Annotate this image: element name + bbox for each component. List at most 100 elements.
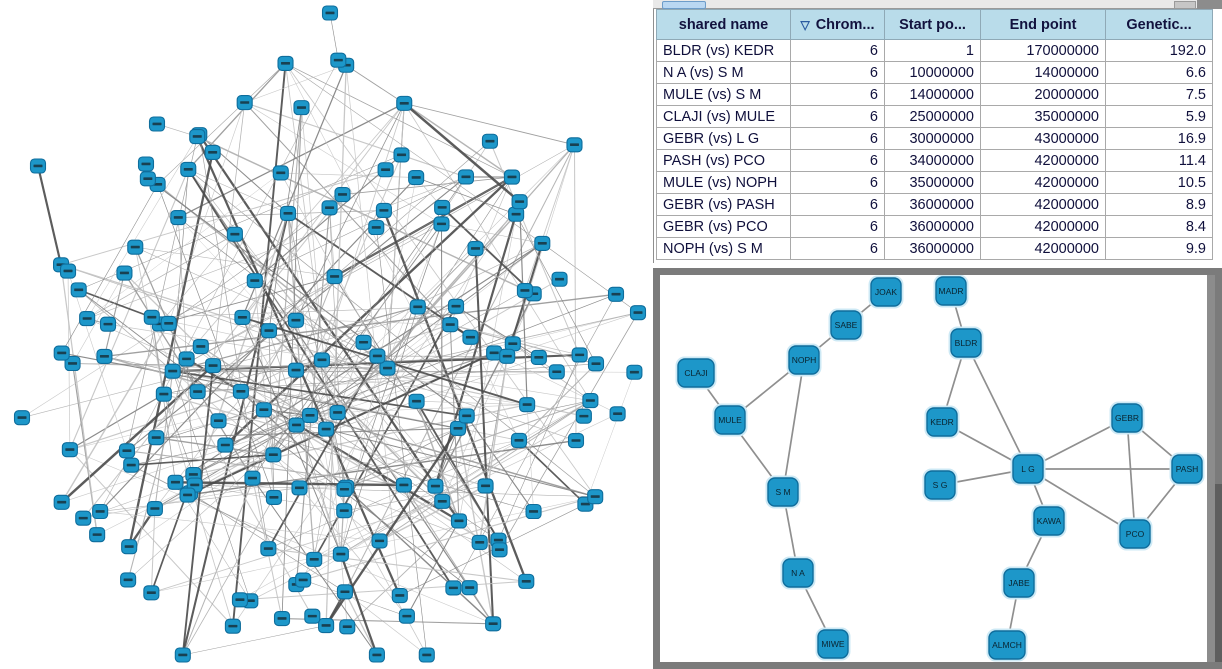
column-header[interactable]: shared name xyxy=(656,9,791,40)
node-shape[interactable] xyxy=(782,558,814,588)
network-node[interactable]: PASH xyxy=(1169,452,1205,486)
network-node[interactable] xyxy=(148,430,165,446)
network-node[interactable] xyxy=(457,169,475,185)
network-node[interactable] xyxy=(477,478,494,494)
node-shape[interactable] xyxy=(926,407,958,437)
network-node[interactable] xyxy=(143,309,160,325)
network-node[interactable] xyxy=(530,349,547,366)
network-node[interactable] xyxy=(167,474,184,490)
node-shape[interactable] xyxy=(935,276,967,306)
network-node[interactable] xyxy=(178,351,195,367)
network-node[interactable]: NOPH xyxy=(786,343,822,377)
network-node[interactable] xyxy=(123,457,140,473)
network-node[interactable] xyxy=(339,619,356,635)
network-node[interactable]: KAWA xyxy=(1031,504,1067,538)
network-node[interactable] xyxy=(329,404,346,421)
network-node[interactable] xyxy=(155,386,172,402)
network-node[interactable] xyxy=(121,539,138,555)
network-node[interactable]: ALMCH xyxy=(986,628,1028,662)
network-node[interactable] xyxy=(450,513,468,529)
network-node[interactable] xyxy=(511,194,528,210)
network-node[interactable] xyxy=(174,647,191,663)
network-node[interactable] xyxy=(510,432,528,448)
network-node[interactable] xyxy=(575,408,592,424)
table-row[interactable]: CLAJI (vs) MULE 6 25000000 35000000 5.9 xyxy=(656,105,1213,128)
network-node[interactable] xyxy=(189,129,206,145)
network-node[interactable] xyxy=(92,503,109,520)
network-node[interactable] xyxy=(279,205,297,221)
network-node[interactable] xyxy=(79,311,96,327)
network-node[interactable] xyxy=(265,489,282,505)
network-node[interactable] xyxy=(170,210,187,226)
table-row[interactable]: MULE (vs) S M 6 14000000 20000000 7.5 xyxy=(656,83,1213,106)
network-node[interactable] xyxy=(277,55,294,71)
network-node[interactable] xyxy=(318,421,335,437)
network-node[interactable]: S G xyxy=(922,468,958,502)
network-node[interactable] xyxy=(287,312,304,328)
secondary-network-canvas[interactable]: JOAK MADR SABE NOPH BLDR CLAJI MULE KEDR GEBR L G… xyxy=(660,274,1207,662)
network-node[interactable] xyxy=(587,489,604,505)
table-row[interactable]: PASH (vs) PCO 6 34000000 42000000 11.4 xyxy=(656,149,1213,172)
network-node[interactable] xyxy=(481,133,499,149)
network-node[interactable] xyxy=(326,268,343,285)
network-node[interactable] xyxy=(427,478,444,494)
node-shape[interactable] xyxy=(817,629,849,659)
column-header[interactable]: Start po... xyxy=(884,9,981,40)
table-row[interactable]: GEBR (vs) PCO 6 36000000 42000000 8.4 xyxy=(656,215,1213,238)
network-node[interactable] xyxy=(61,442,78,458)
network-node[interactable] xyxy=(272,165,289,181)
network-node[interactable] xyxy=(485,616,502,632)
network-node[interactable] xyxy=(445,580,462,596)
network-node[interactable] xyxy=(548,364,565,380)
network-node[interactable] xyxy=(295,572,312,588)
network-node[interactable]: JOAK xyxy=(868,275,904,309)
network-node[interactable] xyxy=(391,588,408,604)
node-shape[interactable] xyxy=(677,358,715,388)
table-row[interactable]: N A (vs) S M 6 10000000 14000000 6.6 xyxy=(656,61,1213,84)
network-node[interactable] xyxy=(234,309,251,326)
main-network-canvas[interactable] xyxy=(0,0,653,669)
table-row[interactable]: GEBR (vs) PASH 6 36000000 42000000 8.9 xyxy=(656,193,1213,216)
network-node[interactable] xyxy=(293,100,310,116)
network-node[interactable] xyxy=(393,147,410,163)
network-view-secondary[interactable]: JOAK MADR SABE NOPH BLDR CLAJI MULE KEDR GEBR L G… xyxy=(653,268,1222,669)
network-node[interactable] xyxy=(192,338,209,355)
node-shape[interactable] xyxy=(870,277,902,307)
network-node[interactable] xyxy=(330,52,347,68)
network-node[interactable] xyxy=(180,161,197,177)
network-node[interactable]: PCO xyxy=(1117,517,1153,551)
column-header[interactable]: ▽ Chrom... xyxy=(790,9,885,40)
network-node[interactable] xyxy=(137,156,155,172)
network-node[interactable] xyxy=(375,202,392,219)
network-edge[interactable] xyxy=(1126,417,1136,535)
network-node[interactable] xyxy=(409,299,426,315)
network-node[interactable] xyxy=(260,541,277,557)
network-node[interactable] xyxy=(217,437,234,453)
network-node[interactable] xyxy=(447,298,465,314)
network-node[interactable] xyxy=(304,608,321,624)
network-node[interactable] xyxy=(395,477,412,493)
network-node[interactable] xyxy=(265,447,282,463)
network-node[interactable] xyxy=(332,546,349,562)
network-node[interactable] xyxy=(551,271,568,287)
network-node[interactable] xyxy=(336,584,353,600)
network-node[interactable] xyxy=(146,501,163,517)
network-node[interactable] xyxy=(571,347,588,363)
network-node[interactable] xyxy=(587,356,605,372)
network-node[interactable] xyxy=(503,169,521,185)
network-node[interactable] xyxy=(189,384,206,400)
network-node[interactable] xyxy=(607,286,625,302)
network-node[interactable] xyxy=(260,323,278,339)
vertical-scrollbar-thumb[interactable] xyxy=(1215,483,1222,662)
horizontal-scrollbar[interactable] xyxy=(653,0,1222,9)
network-node[interactable] xyxy=(255,402,272,418)
network-node[interactable] xyxy=(458,408,475,424)
network-node[interactable] xyxy=(13,410,31,426)
network-node[interactable] xyxy=(491,542,508,558)
network-node[interactable] xyxy=(408,169,425,186)
network-node[interactable] xyxy=(246,273,263,289)
network-node[interactable] xyxy=(368,219,385,236)
scrollbar-button[interactable] xyxy=(1174,1,1196,9)
network-node[interactable] xyxy=(306,551,323,567)
network-node[interactable] xyxy=(288,417,305,433)
